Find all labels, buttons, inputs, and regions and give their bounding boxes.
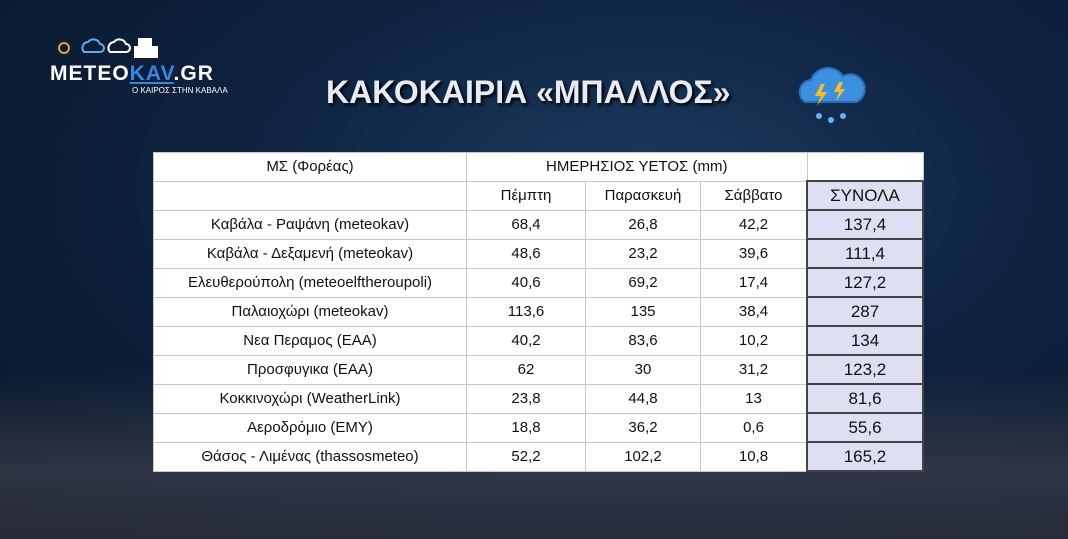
value-cell: 39,6: [700, 238, 808, 269]
logo-icons: [58, 38, 158, 58]
value-cell: 38,4: [700, 296, 808, 327]
value-cell: 10,8: [700, 441, 808, 472]
table-row: Καβάλα - Δεξαμενή (meteokav) 48,6 23,2 39,6…: [153, 238, 924, 269]
value-cell: 52,2: [466, 441, 586, 472]
table-row: Παλαιοχώρι (meteokav) 113,6 135 38,4 287: [153, 296, 924, 327]
table-row: Αεροδρόμιο (ΕΜΥ) 18,8 36,2 0,6 55,6: [153, 412, 924, 443]
value-cell: 40,2: [466, 325, 586, 356]
rain-table: ΜΣ (Φορέας) ΗΜΕΡΗΣΙΟΣ ΥΕΤΟΣ (mm) Πέμπτη Παρ…: [153, 152, 924, 472]
table-row: Πέμπτη Παρασκευή Σάββατο ΣΥΝΟΛΑ: [153, 180, 924, 211]
value-cell: 42,2: [700, 209, 808, 240]
station-name: Θάσος - Λιμένας (thassosmeteo): [153, 441, 467, 472]
value-cell: 40,6: [466, 267, 586, 298]
value-cell: 26,8: [585, 209, 701, 240]
station-name: Προσφυγικα (ΕΑΑ): [153, 354, 467, 385]
value-cell: 30: [585, 354, 701, 385]
value-cell: 102,2: [585, 441, 701, 472]
total-cell: 287: [806, 296, 924, 327]
value-cell: 13: [700, 383, 808, 414]
table-row: Καβάλα - Ραψάνη (meteokav) 68,4 26,8 42,2 13…: [153, 209, 924, 240]
header-cell: ΜΣ (Φορέας): [153, 152, 467, 182]
title: ΚΑΚΟΚΑΙΡΙΑ «ΜΠΑΛΛΟΣ»: [326, 74, 731, 110]
station-name: Κοκκινοχώρι (WeatherLink): [153, 383, 467, 414]
logo-part: METEO: [50, 62, 130, 85]
value-cell: 113,6: [466, 296, 586, 327]
total-cell: 55,6: [806, 412, 924, 443]
value-cell: 18,8: [466, 412, 586, 443]
station-name: Παλαιοχώρι (meteokav): [153, 296, 467, 327]
value-cell: 83,6: [585, 325, 701, 356]
total-cell: 127,2: [806, 267, 924, 298]
header-cell: [806, 152, 924, 182]
value-cell: 69,2: [585, 267, 701, 298]
value-cell: 36,2: [585, 412, 701, 443]
logo-part: KAV: [129, 62, 174, 85]
station-name: Νεα Περαμος (ΕΑΑ): [153, 325, 467, 356]
storm-icon: [798, 66, 866, 123]
column-header: Παρασκευή: [585, 180, 701, 211]
value-cell: 48,6: [466, 238, 586, 269]
station-name: Αεροδρόμιο (ΕΜΥ): [153, 412, 467, 443]
value-cell: 62: [466, 354, 586, 385]
station-name: Καβάλα - Δεξαμενή (meteokav): [153, 238, 467, 269]
total-cell: 81,6: [806, 383, 924, 414]
column-header: Πέμπτη: [466, 180, 586, 211]
table-row: Κοκκινοχώρι (WeatherLink) 23,8 44,8 13 81,6: [153, 383, 924, 414]
total-cell: 134: [806, 325, 924, 356]
table-row: Ελευθερούπολη (meteoelftheroupoli) 40,6 69…: [153, 267, 924, 298]
value-cell: 135: [585, 296, 701, 327]
total-cell: 137,4: [806, 209, 924, 240]
total-cell: 123,2: [806, 354, 924, 385]
logo-text: METEOKAV.GR: [50, 62, 214, 86]
value-cell: 23,8: [466, 383, 586, 414]
value-cell: 23,2: [585, 238, 701, 269]
table-row: Προσφυγικα (ΕΑΑ) 62 30 31,2 123,2: [153, 354, 924, 385]
value-cell: 68,4: [466, 209, 586, 240]
table-row: Θάσος - Λιμένας (thassosmeteo) 52,2 102,2 1…: [153, 441, 924, 472]
value-cell: 44,8: [585, 383, 701, 414]
station-name: Καβάλα - Ραψάνη (meteokav): [153, 209, 467, 240]
value-cell: 31,2: [700, 354, 808, 385]
column-header: Σάββατο: [700, 180, 808, 211]
column-header: ΣΥΝΟΛΑ: [806, 180, 924, 211]
logo-part: .GR: [173, 62, 214, 85]
total-cell: 111,4: [806, 238, 924, 269]
table-row: ΜΣ (Φορέας) ΗΜΕΡΗΣΙΟΣ ΥΕΤΟΣ (mm): [153, 152, 924, 182]
total-cell: 165,2: [806, 441, 924, 472]
header-cell: [153, 180, 467, 211]
logo-tagline: Ο ΚΑΙΡΟΣ ΣΤΗΝ ΚΑΒΑΛΑ: [132, 86, 228, 95]
station-name: Ελευθερούπολη (meteoelftheroupoli): [153, 267, 467, 298]
value-cell: 17,4: [700, 267, 808, 298]
value-cell: 0,6: [700, 412, 808, 443]
table-row: Νεα Περαμος (ΕΑΑ) 40,2 83,6 10,2 134: [153, 325, 924, 356]
value-cell: 10,2: [700, 325, 808, 356]
header-cell: ΗΜΕΡΗΣΙΟΣ ΥΕΤΟΣ (mm): [466, 152, 808, 182]
